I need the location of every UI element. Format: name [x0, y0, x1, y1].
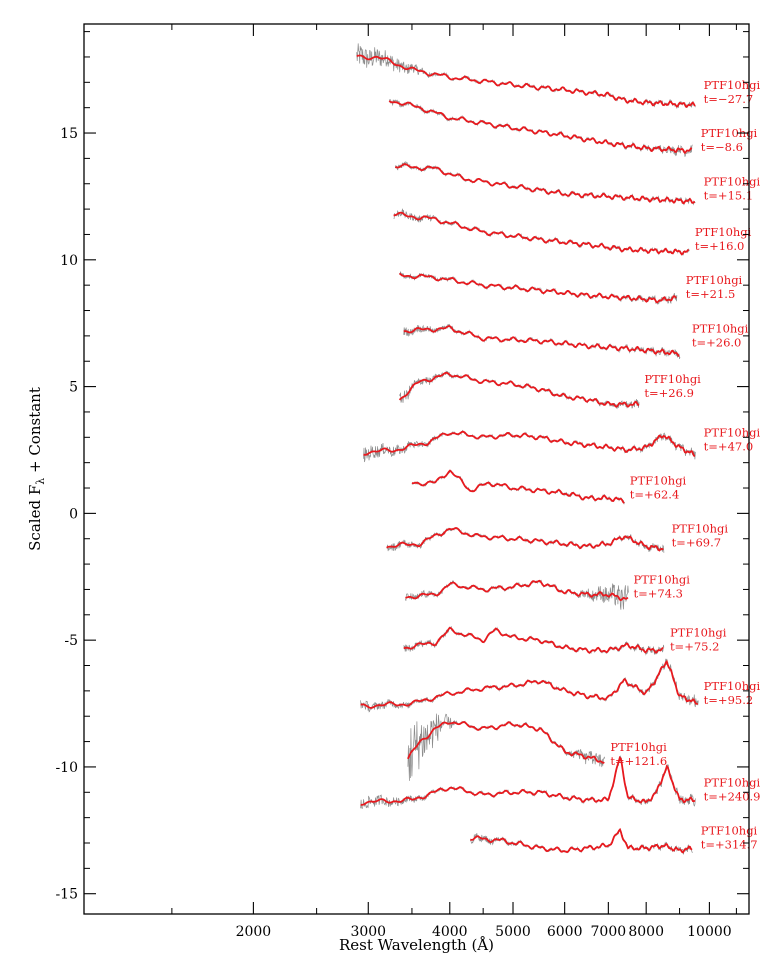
spectrum-object-label: PTF10hgi — [704, 174, 761, 188]
raw-spectrum-0 — [356, 43, 696, 110]
y-tick-label: -5 — [64, 633, 78, 649]
smoothed-spectrum-4 — [398, 272, 677, 304]
spectrum-object-label: PTF10hgi — [672, 522, 729, 536]
x-tick-label: 2000 — [236, 924, 272, 940]
spectrum-object-label: PTF10hgi — [701, 126, 758, 140]
spectrum-object-label: PTF10hgi — [704, 78, 761, 92]
spectrum-object-label: PTF10hgi — [634, 572, 691, 586]
raw-spectrum-2 — [394, 161, 696, 206]
y-axis-title-suffix: + Constant — [26, 387, 44, 478]
smoothed-spectrum-12 — [360, 659, 698, 709]
spectrum-epoch-label: t=+75.2 — [670, 640, 720, 654]
x-tick-label: 7000 — [591, 924, 627, 940]
y-tick-label: 10 — [60, 253, 78, 269]
raw-spectrum-8 — [411, 470, 625, 505]
spectrum-epoch-label: t=−27.7 — [704, 92, 754, 106]
spectrum-object-label: PTF10hgi — [704, 679, 761, 693]
spectrum-epoch-label: t=+26.9 — [644, 386, 694, 400]
x-tick-label: 10000 — [687, 924, 732, 940]
smoothed-spectrum-2 — [394, 163, 695, 205]
spectrum-epoch-label: t=+69.7 — [672, 536, 722, 550]
spectrum-object-label: PTF10hgi — [704, 425, 761, 439]
spectrum-object-label: PTF10hgi — [692, 321, 749, 335]
smoothed-spectrum-6 — [398, 371, 640, 408]
axis-ticks-layer: 2000 3000 4000 5000 6000 7000 8000 10000 15 10 5 0 -… — [55, 24, 749, 940]
spectrum-object-label: PTF10hgi — [686, 273, 743, 287]
raw-spectrum-3 — [393, 208, 690, 256]
smoothed-spectra-layer — [356, 54, 698, 854]
raw-spectrum-5 — [403, 323, 681, 359]
smoothed-spectrum-8 — [411, 469, 625, 504]
x-tick-label: 6000 — [547, 924, 583, 940]
y-tick-label: -15 — [55, 887, 78, 903]
spectrum-epoch-label: t=−8.6 — [701, 140, 743, 154]
spectrum-epoch-label: t=+47.0 — [704, 439, 754, 453]
plot-frame — [83, 23, 750, 915]
spectrum-epoch-label: t=+16.0 — [695, 239, 745, 253]
y-tick-label: 15 — [60, 126, 78, 142]
y-tick-label: 0 — [69, 506, 78, 522]
x-tick-label: 8000 — [628, 924, 664, 940]
spectrum-object-label: PTF10hgi — [695, 225, 752, 239]
smoothed-spectrum-15 — [469, 827, 693, 854]
spectrum-epoch-label: t=+314.7 — [701, 837, 758, 851]
spectrum-object-label: PTF10hgi — [701, 823, 758, 837]
smoothed-spectrum-11 — [403, 626, 664, 654]
spectrum-object-label: PTF10hgi — [630, 474, 687, 488]
spectrum-epoch-label: t=+95.2 — [704, 693, 754, 707]
spectrum-object-label: PTF10hgi — [644, 372, 701, 386]
y-tick-label: 5 — [69, 380, 78, 396]
x-tick-label: 5000 — [495, 924, 531, 940]
smoothed-spectrum-14 — [360, 755, 696, 806]
y-axis-title-main: Scaled F — [26, 485, 44, 551]
smoothed-spectrum-7 — [363, 430, 696, 457]
spectrum-epoch-label: t=+26.0 — [692, 335, 742, 349]
spectrum-epoch-label: t=+62.4 — [630, 488, 680, 502]
x-tick-label: 4000 — [432, 924, 468, 940]
spectrum-epoch-label: t=+15.1 — [704, 188, 754, 202]
smoothed-spectrum-10 — [405, 579, 629, 602]
x-tick-label: 3000 — [350, 924, 386, 940]
smoothed-spectrum-3 — [393, 211, 689, 256]
x-axis-title: Rest Wavelength (Å) — [339, 936, 494, 954]
smoothed-spectrum-9 — [386, 527, 664, 552]
spectrum-labels-layer: PTF10hgit=−27.7PTF10hgit=−8.6PTF10hgit=+… — [610, 78, 760, 851]
y-axis-title-subscript: λ — [34, 478, 47, 485]
raw-spectrum-11 — [403, 626, 665, 656]
y-tick-label: -10 — [55, 760, 78, 776]
smoothed-spectrum-1 — [388, 100, 693, 155]
spectrum-object-label: PTF10hgi — [670, 626, 727, 640]
spectrum-epoch-label: t=+121.6 — [610, 754, 667, 768]
y-axis-title: Scaled Fλ + Constant — [26, 387, 47, 551]
smoothed-spectrum-0 — [356, 54, 696, 108]
smoothed-spectrum-5 — [403, 325, 680, 357]
spectrum-object-label: PTF10hgi — [704, 775, 761, 789]
spectrum-epoch-label: t=+74.3 — [634, 586, 684, 600]
spectrum-epoch-label: t=+240.9 — [704, 789, 761, 803]
spectrum-epoch-label: t=+21.5 — [686, 287, 736, 301]
smoothed-spectrum-13 — [407, 721, 605, 764]
spectrum-object-label: PTF10hgi — [610, 740, 667, 754]
